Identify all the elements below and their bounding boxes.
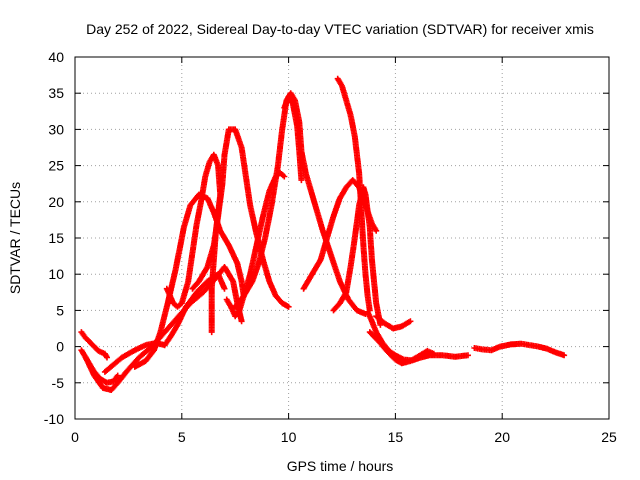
y-tick-label: 15 bbox=[48, 230, 64, 246]
data-point bbox=[465, 352, 471, 359]
x-tick-label: 10 bbox=[281, 429, 297, 445]
series-arc-17 bbox=[471, 340, 568, 359]
y-tick-labels: -10 -5 0 5 10 15 20 25 30 35 40 bbox=[44, 49, 64, 427]
y-tick-label: 30 bbox=[48, 121, 64, 137]
data-point bbox=[221, 285, 228, 292]
x-tick-label: 0 bbox=[71, 429, 79, 445]
x-tick-label: 5 bbox=[178, 429, 186, 445]
series-arc-7 bbox=[189, 126, 292, 310]
x-tick-label: 25 bbox=[601, 429, 617, 445]
series-arc-16 bbox=[366, 329, 437, 367]
data-point bbox=[238, 318, 245, 325]
y-tick-label: 10 bbox=[48, 266, 64, 282]
series-arc-12 bbox=[330, 184, 384, 328]
y-tick-label: -10 bbox=[44, 411, 64, 427]
x-axis-label: GPS time / hours bbox=[287, 458, 394, 474]
data-point bbox=[285, 303, 292, 310]
y-tick-label: 35 bbox=[48, 85, 64, 101]
data-point bbox=[430, 350, 437, 357]
data-point bbox=[561, 352, 568, 359]
data-point bbox=[373, 227, 380, 234]
grid bbox=[74, 56, 610, 420]
data-points bbox=[78, 75, 568, 393]
data-point bbox=[281, 173, 288, 180]
y-tick-label: 5 bbox=[56, 302, 64, 318]
series-arc-10 bbox=[281, 93, 305, 184]
x-tick-label: 15 bbox=[388, 429, 404, 445]
data-point bbox=[104, 354, 110, 361]
x-tick-label: 20 bbox=[494, 429, 510, 445]
chart-title: Day 252 of 2022, Sidereal Day-to-day VTE… bbox=[86, 21, 594, 37]
data-point bbox=[114, 372, 121, 379]
series-arc-15 bbox=[373, 313, 414, 332]
y-tick-label: -5 bbox=[52, 375, 65, 391]
y-tick-label: 40 bbox=[48, 49, 64, 65]
data-point bbox=[298, 177, 305, 184]
y-tick-label: 20 bbox=[48, 194, 64, 210]
series-arc-1 bbox=[78, 329, 110, 361]
series-arc-13 bbox=[334, 75, 373, 314]
y-tick-label: 25 bbox=[48, 158, 64, 174]
data-point bbox=[407, 318, 414, 325]
y-axis-label: SDTVAR / TECUs bbox=[7, 182, 23, 294]
x-tick-labels: 0 5 10 15 20 25 bbox=[71, 429, 617, 445]
axis-ticks bbox=[74, 56, 610, 420]
y-tick-label: 0 bbox=[56, 339, 64, 355]
data-point bbox=[208, 329, 215, 336]
